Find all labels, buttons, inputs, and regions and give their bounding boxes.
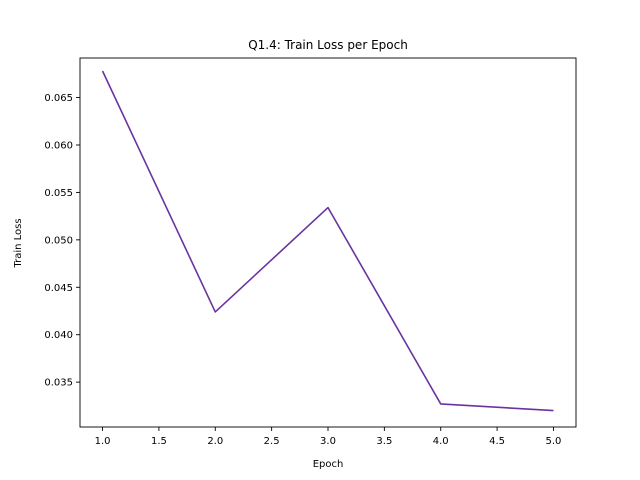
- series-line-0: [101, 70, 554, 412]
- plot-area: 1.0 1.5 2.0 2.5 3.0 3.5 4.0 4.5 5.0 0.035 0.040 0.0…: [44, 57, 577, 447]
- x-tick-label: 3.5: [376, 436, 392, 447]
- y-tick-label: 0.035: [44, 378, 73, 389]
- x-tick-label: 3.0: [320, 436, 336, 447]
- y-tick-label: 0.065: [44, 93, 73, 104]
- y-tick-label: 0.050: [44, 235, 73, 246]
- y-axis-label: Train Loss: [13, 218, 24, 268]
- x-tick-label: 1.5: [151, 436, 167, 447]
- y-tick-label: 0.055: [44, 188, 73, 199]
- y-tick-label: 0.060: [44, 140, 73, 151]
- x-tick-label: 4.0: [433, 436, 449, 447]
- x-axis-label: Epoch: [313, 459, 344, 470]
- x-tick-label: 4.5: [489, 436, 505, 447]
- chart-title: Q1.4: Train Loss per Epoch: [248, 38, 408, 52]
- x-tick-label: 2.0: [207, 436, 223, 447]
- y-tick-label: 0.040: [44, 330, 73, 341]
- x-tick-label: 5.0: [546, 436, 562, 447]
- x-tick-label: 2.5: [264, 436, 280, 447]
- x-tick-label: 1.0: [95, 436, 111, 447]
- y-tick-label: 0.045: [44, 283, 73, 294]
